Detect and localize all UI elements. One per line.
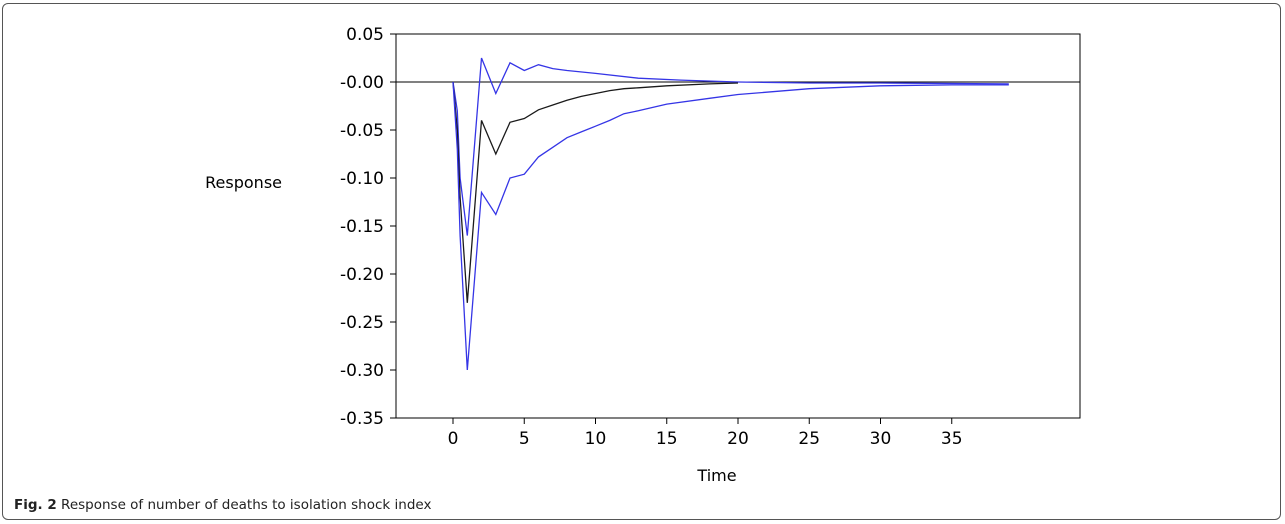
x-tick-label: 15 (656, 429, 678, 449)
lower-band-line (452, 81, 1009, 371)
x-axis-ticks: 0 5 10 15 20 25 30 35 (448, 418, 963, 449)
x-axis-label: Time (696, 466, 736, 485)
figure-caption: Fig. 2 Response of number of deaths to i… (14, 497, 431, 513)
x-tick-label: 30 (870, 429, 892, 449)
figure-frame (2, 3, 1281, 520)
x-tick-label: 5 (519, 429, 530, 449)
x-tick-label: 10 (585, 429, 607, 449)
y-tick-label: -0.30 (340, 361, 384, 381)
y-axis-label: Response (205, 173, 282, 192)
y-tick-label: -0.25 (340, 313, 384, 333)
y-axis-ticks: 0.05 -0.00 -0.05 -0.10 -0.15 -0.20 -0.25 -0.30 -… (340, 25, 396, 429)
caption-label: Fig. 2 (14, 497, 57, 513)
y-tick-label: -0.05 (340, 121, 384, 141)
y-tick-label: 0.05 (346, 25, 384, 45)
y-tick-label: -0.20 (340, 265, 384, 285)
x-tick-label: 0 (448, 429, 459, 449)
y-tick-label: -0.35 (340, 409, 384, 429)
response-line (452, 81, 739, 303)
y-tick-label: -0.15 (340, 217, 384, 237)
caption-text: Response of number of deaths to isolatio… (56, 497, 432, 513)
upper-band-line (452, 57, 1009, 236)
series-layer (452, 57, 1009, 371)
x-tick-label: 25 (798, 429, 820, 449)
y-tick-label: -0.00 (340, 73, 384, 93)
x-tick-label: 20 (727, 429, 749, 449)
x-tick-label: 35 (941, 429, 963, 449)
y-tick-label: -0.10 (340, 169, 384, 189)
plot-area (395, 33, 1081, 419)
irf-line-chart: 0.05 -0.00 -0.05 -0.10 -0.15 -0.20 -0.25 -0.30 -… (205, 25, 1081, 485)
